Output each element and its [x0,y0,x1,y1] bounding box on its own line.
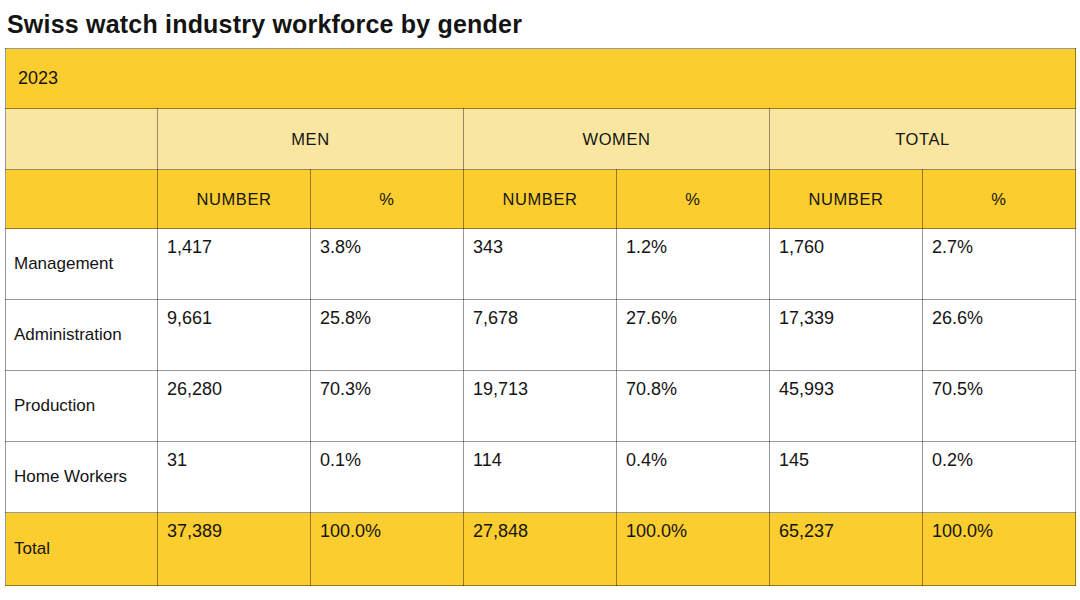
cell-women-number: 27,848 [464,513,617,586]
year-header-row: 2023 [6,49,1076,109]
cell-total-number: 145 [770,442,923,513]
col-header-women-percent: % [617,170,770,229]
cell-total-percent: 26.6% [923,300,1076,371]
cell-total-number: 17,339 [770,300,923,371]
table-row-total: Total 37,389 100.0% 27,848 100.0% 65,237… [6,513,1076,586]
col-header-women-number: NUMBER [464,170,617,229]
cell-women-number: 343 [464,229,617,300]
cell-women-percent: 100.0% [617,513,770,586]
cell-women-percent: 1.2% [617,229,770,300]
cell-men-number: 9,661 [158,300,311,371]
cell-total-percent: 100.0% [923,513,1076,586]
cell-total-percent: 0.2% [923,442,1076,513]
cell-women-number: 7,678 [464,300,617,371]
cell-men-percent: 100.0% [311,513,464,586]
cell-men-number: 31 [158,442,311,513]
cell-total-percent: 70.5% [923,371,1076,442]
row-label: Management [6,229,158,300]
group-header-row: MEN WOMEN TOTAL [6,109,1076,170]
cell-men-number: 26,280 [158,371,311,442]
col-header-men-number: NUMBER [158,170,311,229]
cell-women-percent: 70.8% [617,371,770,442]
cell-total-number: 45,993 [770,371,923,442]
group-header-total: TOTAL [770,109,1076,170]
cell-total-number: 1,760 [770,229,923,300]
table-row-home-workers: Home Workers 31 0.1% 114 0.4% 145 0.2% [6,442,1076,513]
year-header: 2023 [6,49,1076,109]
table-row-administration: Administration 9,661 25.8% 7,678 27.6% 1… [6,300,1076,371]
cell-total-number: 65,237 [770,513,923,586]
sub-header-row: NUMBER % NUMBER % NUMBER % [6,170,1076,229]
cell-men-number: 1,417 [158,229,311,300]
row-label: Production [6,371,158,442]
cell-total-percent: 2.7% [923,229,1076,300]
row-label: Administration [6,300,158,371]
cell-men-percent: 0.1% [311,442,464,513]
page-title: Swiss watch industry workforce by gender [0,0,1080,39]
page: Swiss watch industry workforce by gender… [0,0,1080,600]
cell-women-percent: 0.4% [617,442,770,513]
cell-men-percent: 25.8% [311,300,464,371]
group-header-women: WOMEN [464,109,770,170]
group-header-men: MEN [158,109,464,170]
col-header-men-percent: % [311,170,464,229]
cell-women-number: 19,713 [464,371,617,442]
workforce-table: 2023 MEN WOMEN TOTAL NUMBER % NUMBER % N… [5,48,1076,586]
table-row-production: Production 26,280 70.3% 19,713 70.8% 45,… [6,371,1076,442]
cell-women-number: 114 [464,442,617,513]
cell-women-percent: 27.6% [617,300,770,371]
row-label: Home Workers [6,442,158,513]
corner-cell-group [6,109,158,170]
corner-cell-sub [6,170,158,229]
col-header-total-percent: % [923,170,1076,229]
cell-men-percent: 70.3% [311,371,464,442]
cell-men-percent: 3.8% [311,229,464,300]
cell-men-number: 37,389 [158,513,311,586]
row-label: Total [6,513,158,586]
table-row-management: Management 1,417 3.8% 343 1.2% 1,760 2.7… [6,229,1076,300]
col-header-total-number: NUMBER [770,170,923,229]
